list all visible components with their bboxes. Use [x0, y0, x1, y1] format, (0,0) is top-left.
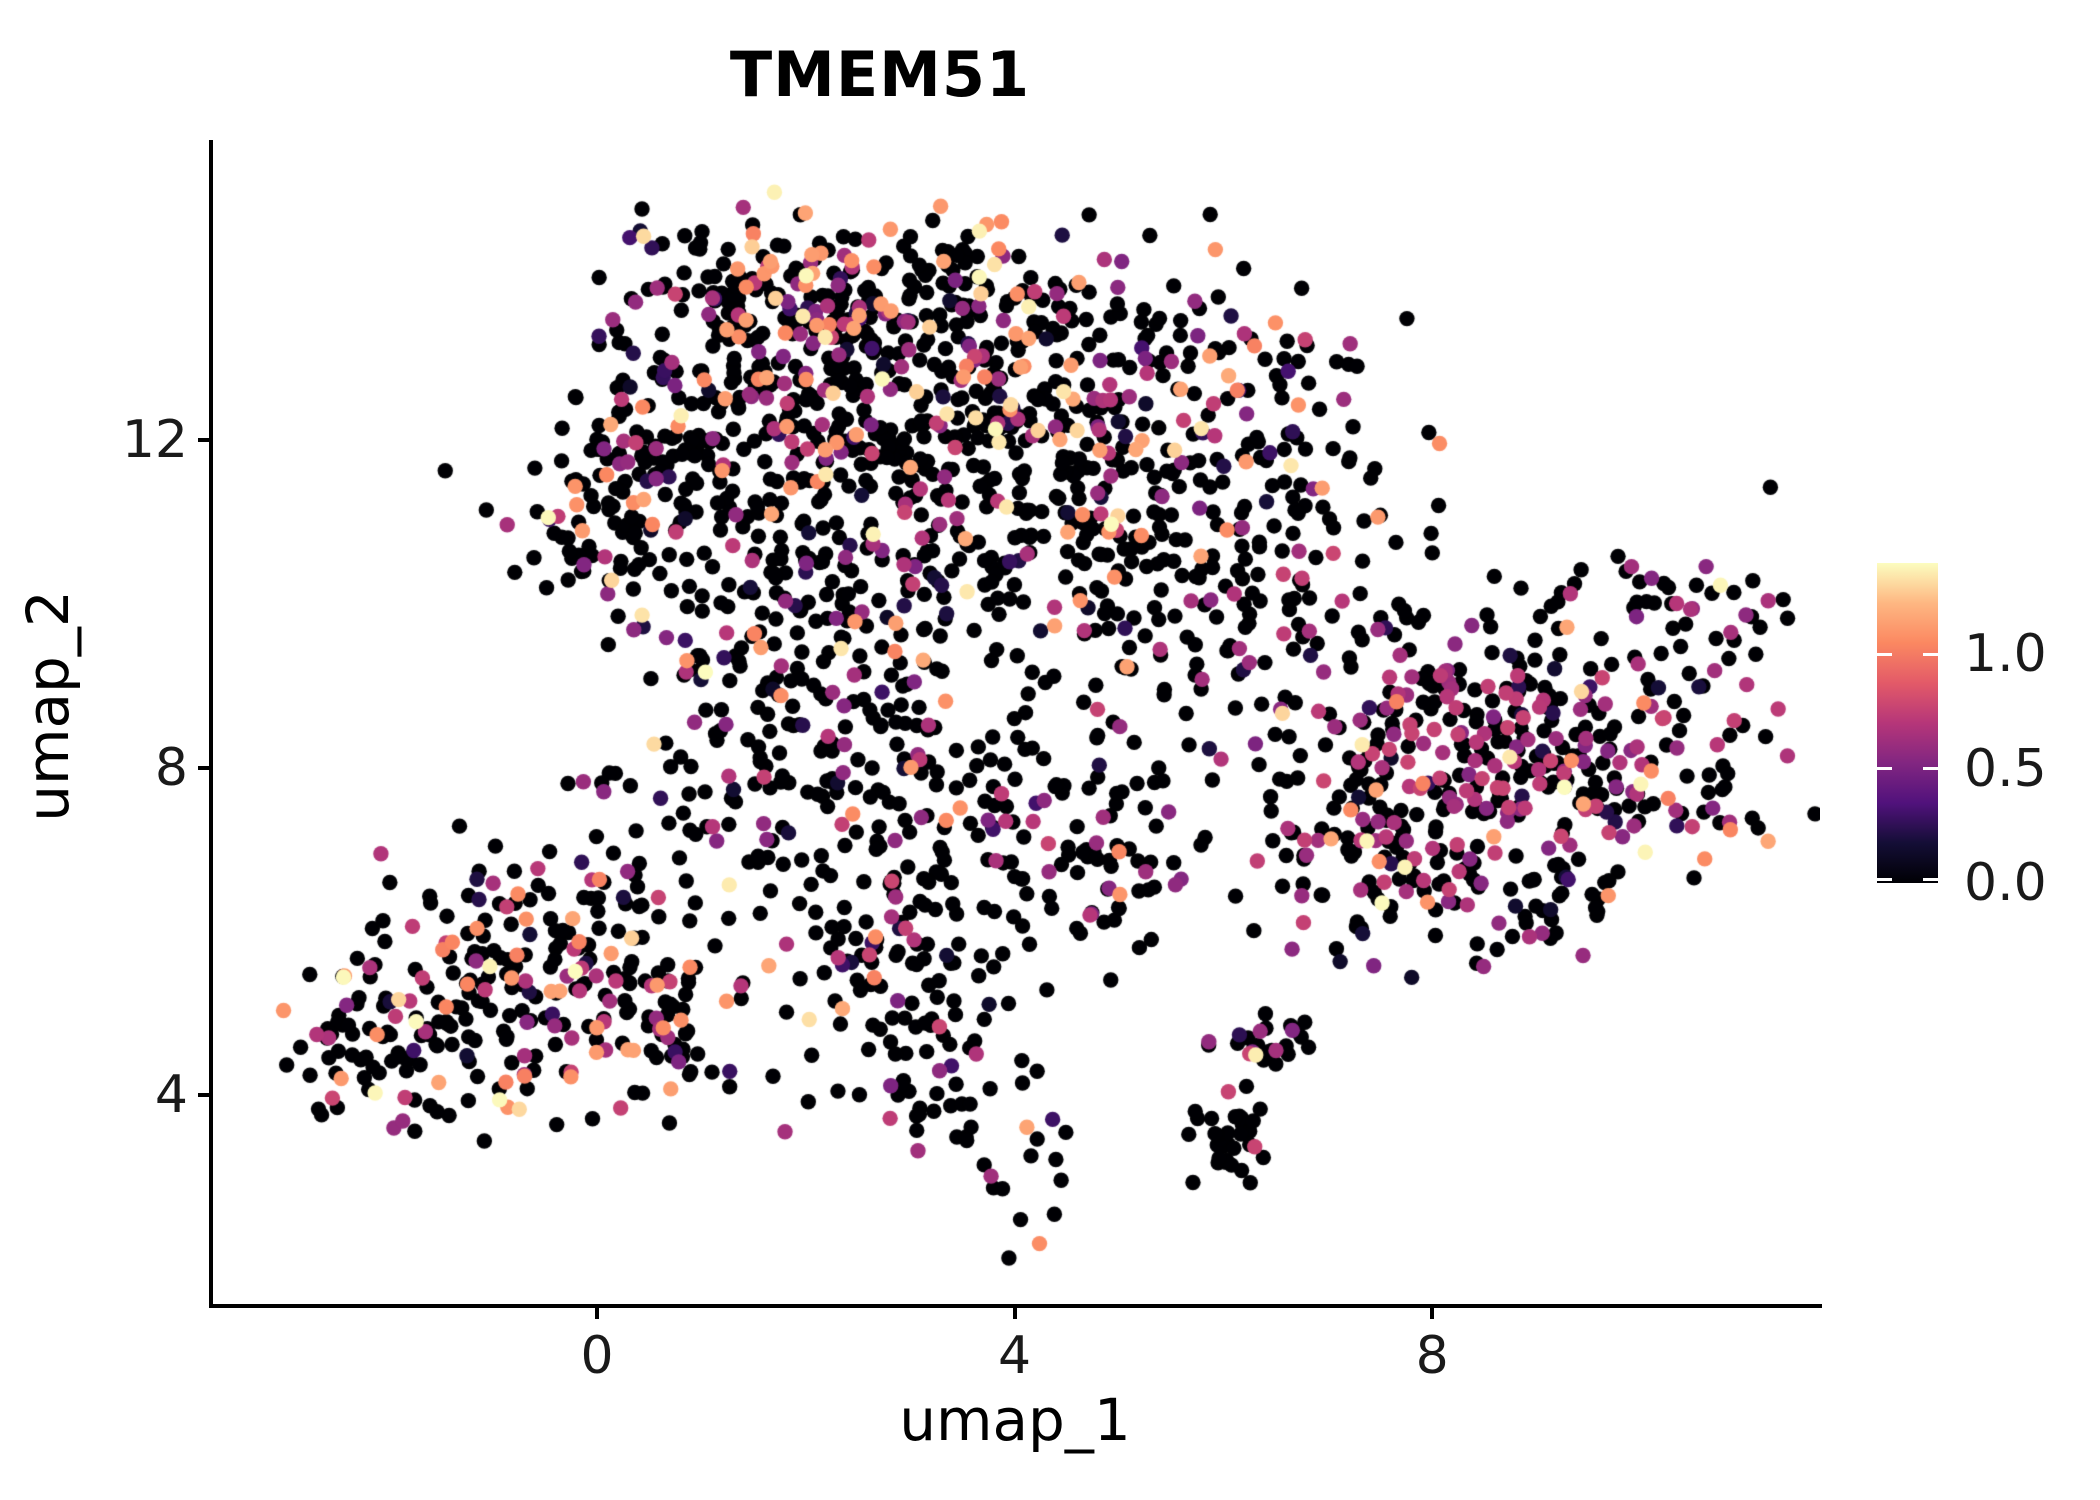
- x-tick-mark: [1430, 1306, 1435, 1319]
- colorbar-tick-label: 1.0: [1964, 624, 2047, 685]
- umap-scatter-points: [211, 140, 1820, 1306]
- y-tick-label: 4: [154, 1065, 188, 1126]
- x-tick-mark: [595, 1306, 599, 1319]
- expression-colorbar: [1877, 563, 1938, 883]
- x-tick-label: 0: [580, 1326, 614, 1386]
- y-tick-mark: [198, 438, 211, 442]
- colorbar-tick-dash: [1877, 877, 1892, 881]
- colorbar-tick-dash: [1877, 652, 1892, 656]
- colorbar-tick-dash: [1923, 877, 1938, 881]
- y-tick-mark: [198, 1093, 211, 1098]
- colorbar-tick-label: 0.0: [1964, 853, 2047, 913]
- colorbar-tick-dash: [1923, 652, 1938, 656]
- x-tick-mark: [1012, 1306, 1017, 1319]
- y-tick-label: 8: [154, 737, 188, 798]
- y-axis-line: [209, 140, 213, 1308]
- y-tick-label: 12: [121, 410, 188, 470]
- colorbar-tick-dash: [1923, 767, 1938, 771]
- y-tick-mark: [198, 765, 211, 770]
- colorbar-tick-label: 0.5: [1964, 738, 2047, 799]
- x-axis-title: umap_1: [899, 1386, 1131, 1454]
- x-tick-label: 4: [998, 1326, 1032, 1386]
- colorbar-tick-dash: [1877, 767, 1892, 771]
- plot-title: TMEM51: [729, 38, 1031, 111]
- x-tick-label: 8: [1415, 1326, 1449, 1386]
- y-axis-title: umap_2: [14, 590, 82, 822]
